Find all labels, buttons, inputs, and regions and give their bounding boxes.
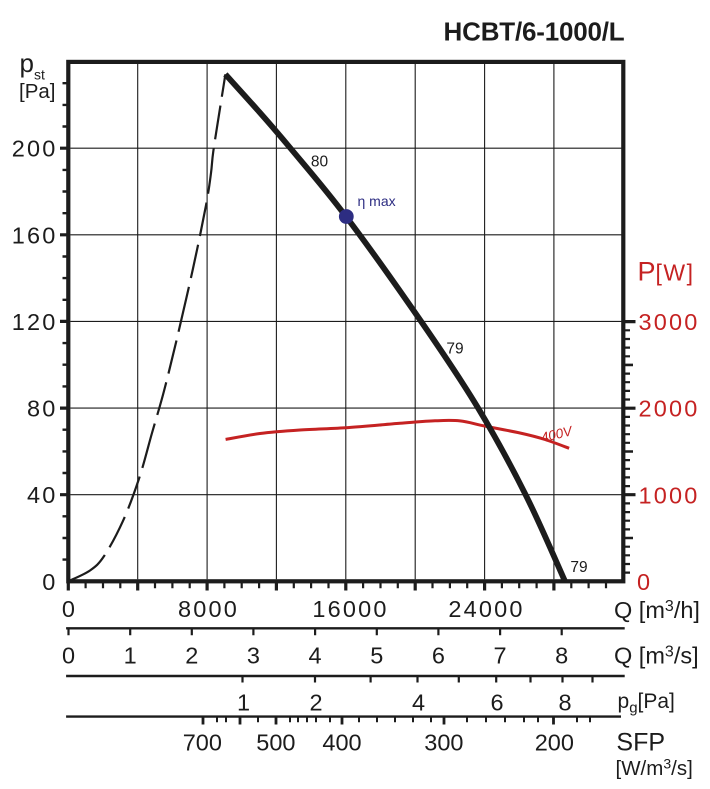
svg-text:500: 500 bbox=[256, 730, 295, 756]
svg-text:0: 0 bbox=[62, 596, 77, 622]
svg-text:[Pa]: [Pa] bbox=[19, 80, 55, 103]
svg-text:1000: 1000 bbox=[639, 482, 700, 508]
svg-text:3: 3 bbox=[247, 643, 260, 669]
svg-text:2000: 2000 bbox=[639, 396, 700, 422]
svg-text:7: 7 bbox=[494, 643, 507, 669]
svg-text:400: 400 bbox=[322, 730, 361, 756]
svg-text:80: 80 bbox=[27, 396, 58, 422]
svg-text:Q [m3/s]: Q [m3/s] bbox=[614, 643, 699, 669]
svg-text:P[W]: P[W] bbox=[638, 257, 695, 287]
svg-text:300: 300 bbox=[424, 730, 463, 756]
svg-text:6: 6 bbox=[490, 690, 503, 716]
svg-text:2: 2 bbox=[185, 643, 198, 669]
svg-text:80: 80 bbox=[311, 153, 329, 170]
svg-text:6: 6 bbox=[432, 643, 445, 669]
svg-text:2: 2 bbox=[309, 690, 322, 716]
svg-text:120: 120 bbox=[12, 309, 58, 335]
svg-text:0: 0 bbox=[62, 643, 75, 669]
svg-text:79: 79 bbox=[570, 559, 587, 576]
svg-text:40: 40 bbox=[27, 482, 58, 508]
svg-text:79: 79 bbox=[446, 340, 463, 357]
svg-text:[W/m3/s]: [W/m3/s] bbox=[616, 756, 693, 781]
svg-text:400V: 400V bbox=[539, 423, 575, 445]
svg-text:η max: η max bbox=[358, 193, 396, 209]
svg-text:8: 8 bbox=[558, 690, 571, 716]
svg-text:HCBT/6-1000/L: HCBT/6-1000/L bbox=[444, 17, 625, 47]
svg-text:pg[Pa]: pg[Pa] bbox=[618, 690, 675, 717]
svg-text:700: 700 bbox=[183, 730, 222, 756]
svg-text:0: 0 bbox=[637, 569, 652, 595]
svg-text:3000: 3000 bbox=[639, 309, 700, 335]
svg-text:1: 1 bbox=[237, 690, 250, 716]
svg-text:5: 5 bbox=[370, 643, 383, 669]
svg-text:4: 4 bbox=[309, 643, 322, 669]
svg-text:4: 4 bbox=[412, 690, 425, 716]
svg-text:16000: 16000 bbox=[312, 596, 388, 622]
svg-text:Q [m3/h]: Q [m3/h] bbox=[614, 597, 700, 623]
svg-text:SFP: SFP bbox=[616, 729, 665, 757]
svg-text:200: 200 bbox=[12, 136, 58, 162]
svg-text:0: 0 bbox=[42, 569, 57, 595]
svg-text:160: 160 bbox=[12, 222, 58, 248]
svg-text:24000: 24000 bbox=[448, 596, 524, 622]
svg-text:pst: pst bbox=[20, 48, 45, 83]
svg-text:8: 8 bbox=[555, 643, 568, 669]
svg-text:200: 200 bbox=[535, 730, 574, 756]
svg-text:1: 1 bbox=[124, 643, 137, 669]
svg-text:8000: 8000 bbox=[178, 596, 239, 622]
